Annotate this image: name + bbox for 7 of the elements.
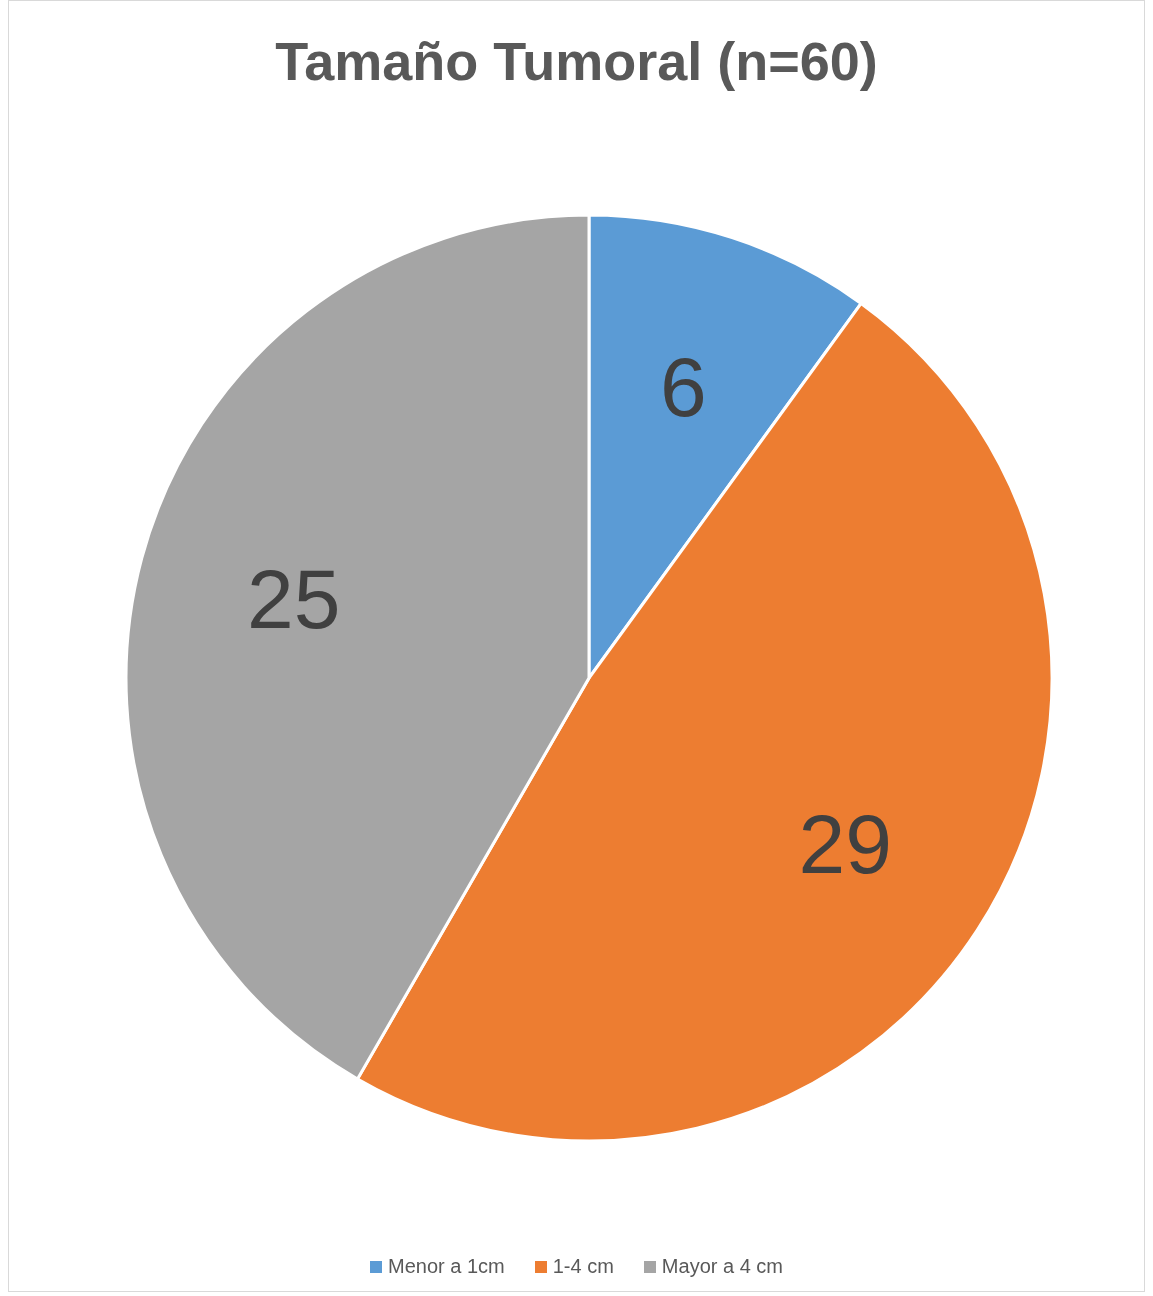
chart-title: Tamaño Tumoral (n=60) <box>274 30 879 92</box>
legend-label: Menor a 1cm <box>388 1255 505 1278</box>
data-label: 6 <box>660 340 707 435</box>
legend-label: Mayor a 4 cm <box>661 1255 783 1278</box>
data-label: 25 <box>247 551 341 646</box>
legend-label: 1-4 cm <box>552 1255 614 1278</box>
data-label: 29 <box>798 797 892 892</box>
